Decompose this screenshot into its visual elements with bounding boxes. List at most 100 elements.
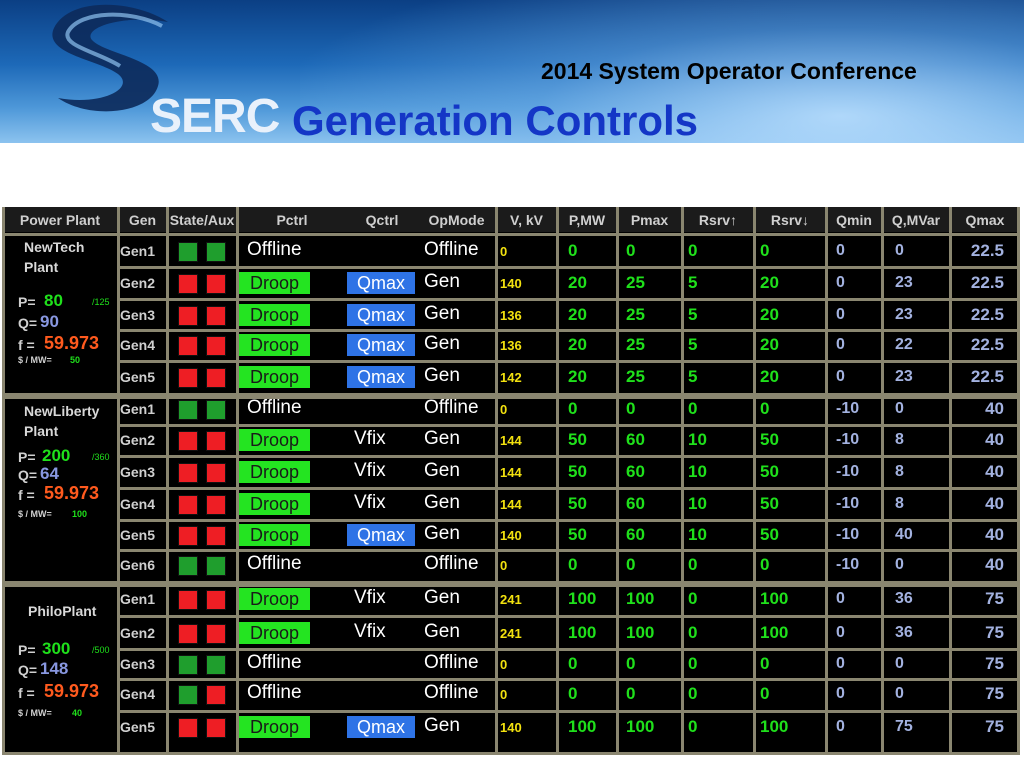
pctrl-droop-button[interactable]: Droop: [239, 366, 310, 388]
generator-state-indicator[interactable]: [178, 495, 198, 515]
generator-state-indicator[interactable]: [178, 655, 198, 675]
generator-state-indicator[interactable]: [178, 306, 198, 326]
generation-controls-panel: Power Plant Gen State/Aux Pctrl Qctrl OpMode V…: [2, 207, 1020, 755]
q-mvar-value: 0: [895, 685, 904, 702]
qctrl-qmax-button[interactable]: Qmax: [347, 272, 415, 294]
generator-state-indicator[interactable]: [178, 718, 198, 738]
plant-frequency-label: f =: [18, 337, 35, 353]
qmax-value: 22.5: [970, 273, 1004, 292]
q-mvar-value: 36: [895, 624, 913, 641]
pctrl-droop-button[interactable]: Droop: [239, 272, 310, 294]
generator-aux-indicator[interactable]: [206, 556, 226, 576]
q-mvar-value: 23: [895, 368, 913, 385]
generator-state-indicator[interactable]: [178, 400, 198, 420]
pctrl-droop-button[interactable]: Droop: [239, 716, 310, 738]
voltage-value: 136: [500, 337, 522, 353]
header-banner: SERC 2014 System Operator Conference Gen…: [0, 0, 1024, 143]
generator-state-indicator[interactable]: [178, 556, 198, 576]
generator-state-indicator[interactable]: [178, 431, 198, 451]
reserve-down-value: 100: [760, 623, 789, 642]
row-divider: [118, 648, 1020, 651]
q-mvar-value: 8: [895, 495, 904, 512]
plant-p-label: P=: [18, 449, 36, 465]
generator-state-indicator[interactable]: [178, 590, 198, 610]
plant-p-max: /500: [92, 645, 110, 655]
column-divider: [495, 207, 498, 755]
qctrl-qmax-button[interactable]: Qmax: [347, 524, 415, 546]
qmax-value: 75: [985, 623, 1004, 642]
qmin-value: -10: [836, 556, 860, 573]
row-divider: [2, 233, 1020, 236]
generator-state-indicator[interactable]: [178, 526, 198, 546]
qmax-value: 40: [985, 525, 1004, 544]
pctrl-droop-button[interactable]: Droop: [239, 429, 310, 451]
pctrl-droop-button[interactable]: Droop: [239, 622, 310, 644]
p-mw-value: 20: [568, 273, 587, 292]
generator-state-indicator[interactable]: [178, 336, 198, 356]
qctrl-vfix-text: Vfix: [354, 428, 386, 449]
generator-state-indicator[interactable]: [178, 685, 198, 705]
page-title: Generation Controls: [292, 97, 699, 143]
generator-state-indicator[interactable]: [178, 624, 198, 644]
opmode-text: Gen: [424, 460, 460, 481]
generator-aux-indicator[interactable]: [206, 495, 226, 515]
generator-aux-indicator[interactable]: [206, 336, 226, 356]
plant-frequency-label: f =: [18, 685, 35, 701]
generator-aux-indicator[interactable]: [206, 400, 226, 420]
opmode-text: Gen: [424, 365, 460, 386]
generator-aux-indicator[interactable]: [206, 718, 226, 738]
generator-aux-indicator[interactable]: [206, 431, 226, 451]
pctrl-droop-button[interactable]: Droop: [239, 588, 310, 610]
p-mw-value: 50: [568, 462, 587, 481]
qmax-value: 75: [985, 589, 1004, 608]
row-divider: [118, 519, 1020, 522]
voltage-value: 136: [500, 307, 522, 323]
generator-aux-indicator[interactable]: [206, 624, 226, 644]
generator-state-indicator[interactable]: [178, 368, 198, 388]
generator-aux-indicator[interactable]: [206, 306, 226, 326]
pctrl-droop-button[interactable]: Droop: [239, 461, 310, 483]
generator-aux-indicator[interactable]: [206, 655, 226, 675]
generator-aux-indicator[interactable]: [206, 590, 226, 610]
q-mvar-value: 0: [895, 655, 904, 672]
generator-aux-indicator[interactable]: [206, 242, 226, 262]
row-divider: [118, 455, 1020, 458]
row-divider: [118, 487, 1020, 490]
reserve-up-value: 0: [688, 589, 698, 608]
plant-price-value: 50: [70, 355, 81, 365]
voltage-value: 241: [500, 591, 522, 607]
plant-frequency-value: 59.973: [44, 681, 100, 701]
generator-state-indicator[interactable]: [178, 274, 198, 294]
pctrl-droop-button[interactable]: Droop: [239, 304, 310, 326]
generator-aux-indicator[interactable]: [206, 685, 226, 705]
column-divider: [881, 207, 884, 755]
row-divider: [118, 360, 1020, 363]
qctrl-qmax-button[interactable]: Qmax: [347, 334, 415, 356]
voltage-value: 144: [500, 464, 522, 480]
reserve-down-value: 50: [760, 462, 779, 481]
generator-aux-indicator[interactable]: [206, 526, 226, 546]
voltage-value: 140: [500, 719, 522, 735]
pctrl-droop-button[interactable]: Droop: [239, 334, 310, 356]
qctrl-qmax-button[interactable]: Qmax: [347, 716, 415, 738]
generator-aux-indicator[interactable]: [206, 274, 226, 294]
reserve-down-value: 20: [760, 367, 779, 386]
opmode-text: Gen: [424, 271, 460, 292]
generator-state-indicator[interactable]: [178, 242, 198, 262]
p-mw-value: 0: [568, 684, 578, 703]
pctrl-droop-button[interactable]: Droop: [239, 524, 310, 546]
pctrl-droop-button[interactable]: Droop: [239, 493, 310, 515]
qctrl-vfix-text: Vfix: [354, 587, 386, 608]
qctrl-qmax-button[interactable]: Qmax: [347, 366, 415, 388]
plant-p-max: /125: [92, 297, 110, 307]
qmin-value: 0: [836, 655, 845, 672]
q-mvar-value: 23: [895, 274, 913, 291]
generator-aux-indicator[interactable]: [206, 368, 226, 388]
qctrl-vfix-text: Vfix: [354, 621, 386, 642]
generator-aux-indicator[interactable]: [206, 463, 226, 483]
generator-state-indicator[interactable]: [178, 463, 198, 483]
plant-price-label: $ / MW=: [18, 708, 52, 718]
qctrl-qmax-button[interactable]: Qmax: [347, 304, 415, 326]
generator-label: Gen4: [120, 496, 156, 512]
reserve-down-value: 50: [760, 494, 779, 513]
